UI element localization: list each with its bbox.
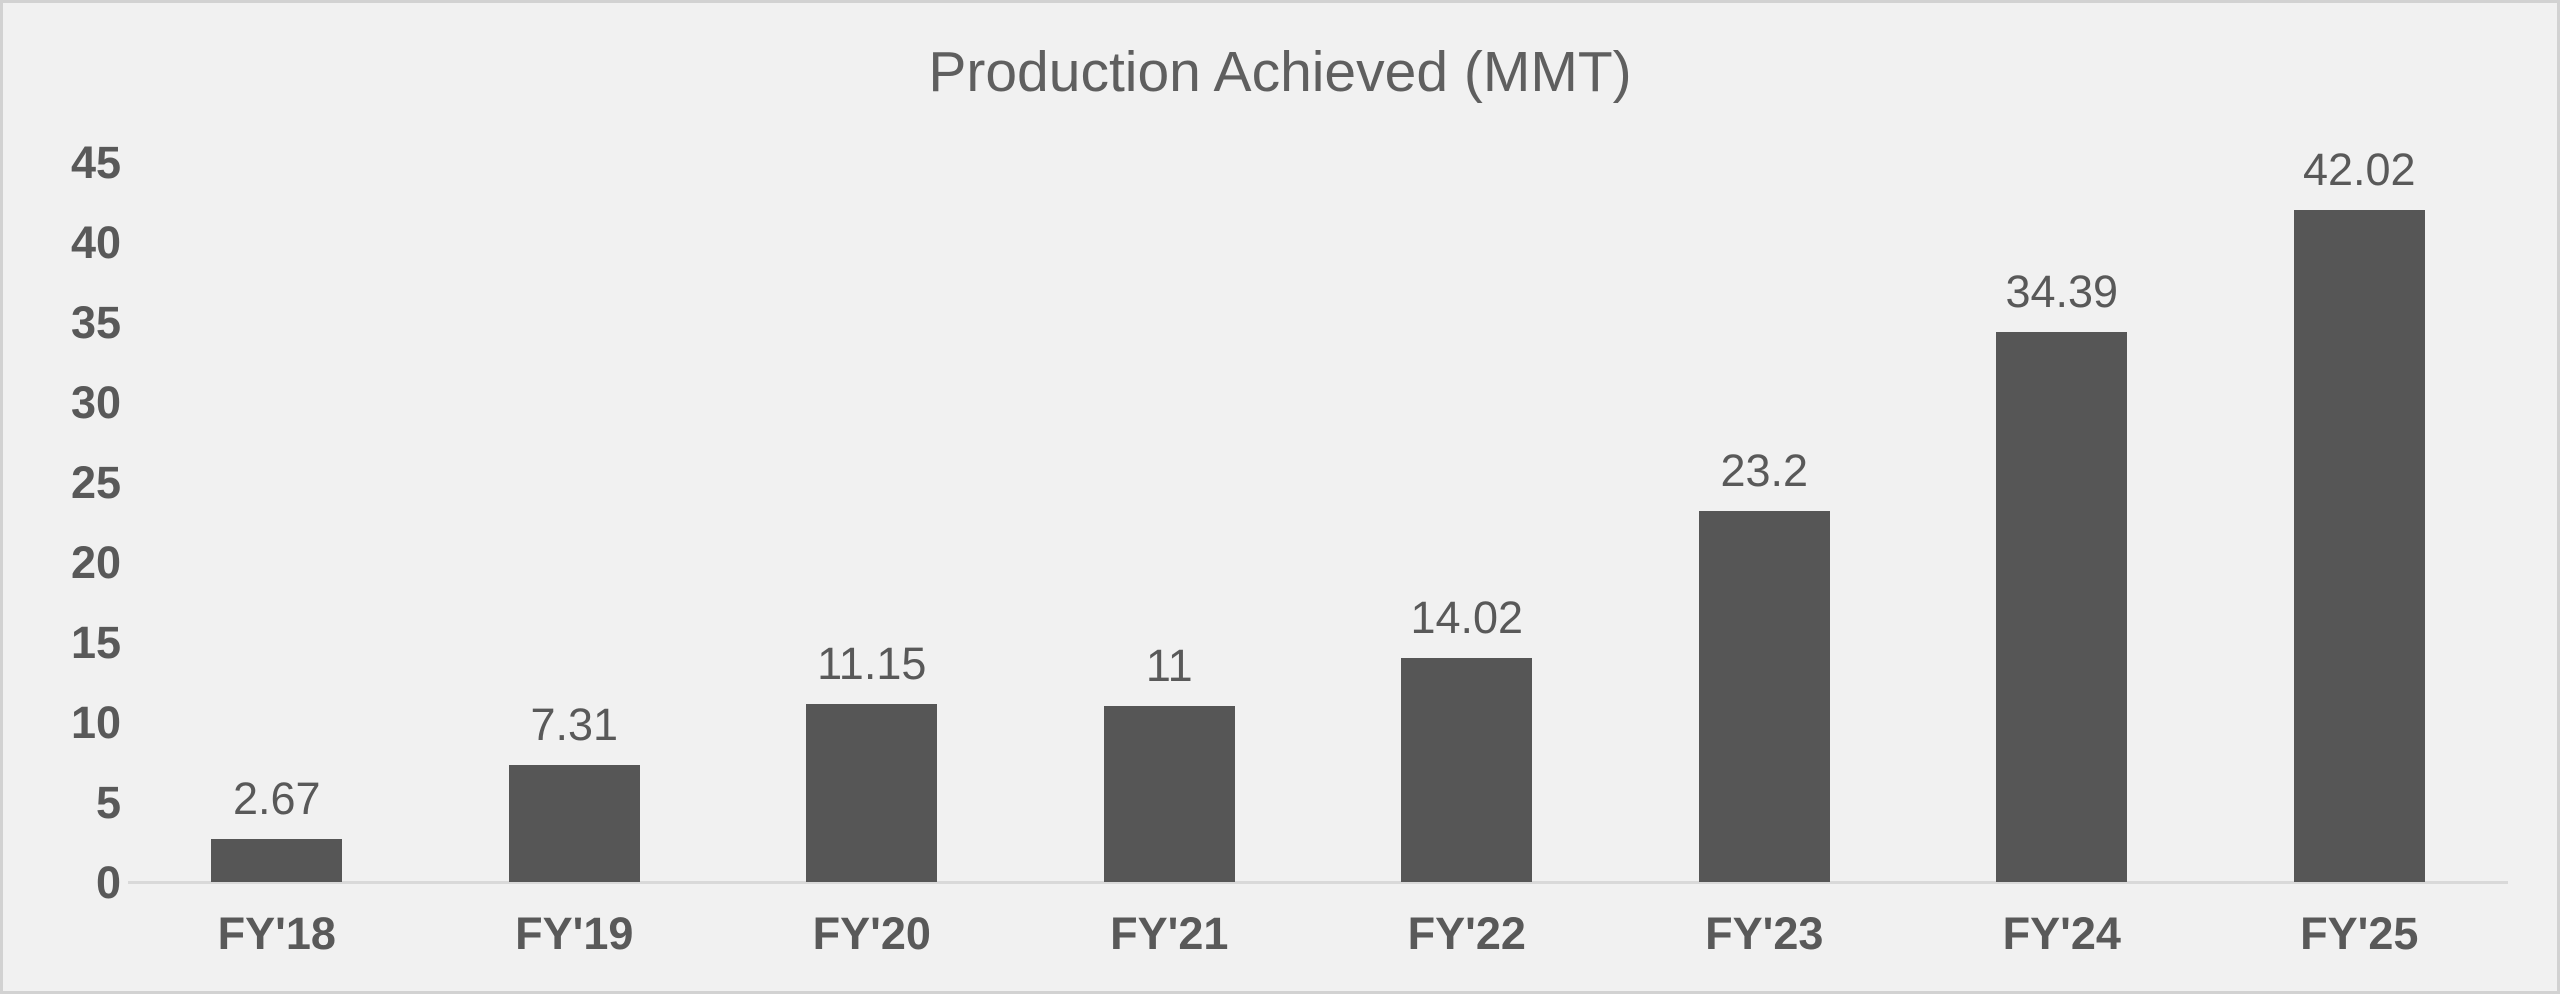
bar [1996,331,2128,882]
y-axis-tick-label: 0 [95,857,121,908]
bar-value-label: 2.67 [232,773,321,825]
x-axis-category-label: FY'21 [1110,908,1229,959]
y-axis-tick-label: 10 [70,697,121,748]
y-axis-tick-label: 30 [70,377,121,428]
bar [1103,706,1235,882]
bar-value-label: 23.2 [1720,444,1809,496]
y-axis-tick-label: 40 [70,217,121,268]
x-axis-category-label: FY'23 [1705,908,1824,959]
x-axis-category-label: FY'19 [515,908,634,959]
bar [1401,657,1533,882]
x-axis-category-label: FY'24 [2002,908,2121,959]
bar-value-label: 14.02 [1410,591,1524,643]
bar [211,839,343,882]
bar-value-label: 11 [1145,640,1193,691]
chart-title: Production Achieved (MMT) [928,40,1632,104]
bar-value-label: 42.02 [2302,143,2416,195]
y-axis-tick-label: 15 [70,617,121,668]
bar-value-label: 7.31 [530,699,619,751]
plot-area: 0 5 10 15 20 25 30 35 40 45 2.67 FY'18 7.31 FY'19 11.1… [3,3,2557,991]
x-axis-category-label: FY'22 [1407,908,1526,959]
y-axis-tick-label: 20 [70,537,121,588]
bar-value-label: 34.39 [2005,265,2119,317]
y-axis-tick-label: 45 [70,137,121,188]
x-axis-category-label: FY'20 [812,908,931,959]
x-axis-line [128,881,2508,884]
bar [806,703,938,882]
bar [2293,209,2425,882]
x-axis-category-label: FY'25 [2300,908,2419,959]
y-axis-tick-label: 35 [70,297,121,348]
bar-value-label: 11.15 [817,637,927,689]
y-axis-tick-label: 5 [95,777,121,828]
y-axis-tick-label: 25 [70,457,121,508]
bar [508,765,640,882]
bar [1698,510,1830,882]
x-axis-category-label: FY'18 [217,908,336,959]
